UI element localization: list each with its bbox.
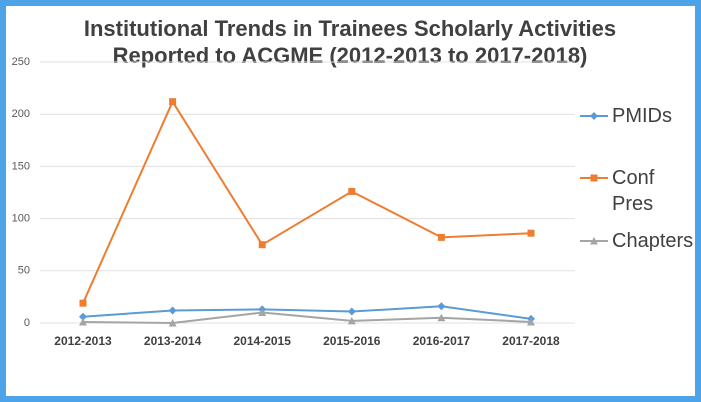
marker xyxy=(168,306,177,315)
series-line xyxy=(82,311,532,325)
marker xyxy=(168,319,177,327)
legend-label: PMIDs xyxy=(612,105,672,127)
marker xyxy=(258,308,267,317)
y-tick-label: 250 xyxy=(12,56,30,68)
marker xyxy=(590,112,598,120)
marker xyxy=(347,316,356,325)
y-tick-label: 150 xyxy=(12,160,30,172)
marker xyxy=(527,317,535,326)
marker xyxy=(258,241,266,249)
x-tick-label: 2013-2014 xyxy=(144,334,202,348)
marker xyxy=(79,312,87,321)
legend-label: Chapters xyxy=(612,230,694,252)
marker xyxy=(348,187,356,195)
chart-title: Reported to ACGME (2012-2013 to 2017-201… xyxy=(113,43,588,68)
series-line xyxy=(82,99,532,304)
marker xyxy=(79,317,87,326)
legend-label: Conf Pres xyxy=(612,167,655,215)
x-tick-label: 2014-2015 xyxy=(234,334,292,348)
marker xyxy=(437,313,446,322)
x-tick-label: 2017-2018 xyxy=(502,334,560,348)
y-tick-label: 200 xyxy=(12,108,30,120)
series-line xyxy=(82,305,532,320)
y-tick-label: 100 xyxy=(12,213,30,225)
y-tick-label: 0 xyxy=(24,317,30,329)
x-tick-label: 2012-2013 xyxy=(54,334,112,348)
marker xyxy=(590,237,598,245)
marker xyxy=(437,302,446,311)
marker xyxy=(347,307,356,316)
marker xyxy=(79,299,87,307)
y-tick-label: 50 xyxy=(18,265,30,277)
marker xyxy=(527,229,535,237)
marker xyxy=(590,174,598,182)
chart-title: Institutional Trends in Trainees Scholar… xyxy=(84,16,616,41)
x-tick-label: 2016-2017 xyxy=(413,334,471,348)
x-tick-label: 2015-2016 xyxy=(323,334,381,348)
marker xyxy=(437,233,445,241)
marker xyxy=(169,98,177,106)
